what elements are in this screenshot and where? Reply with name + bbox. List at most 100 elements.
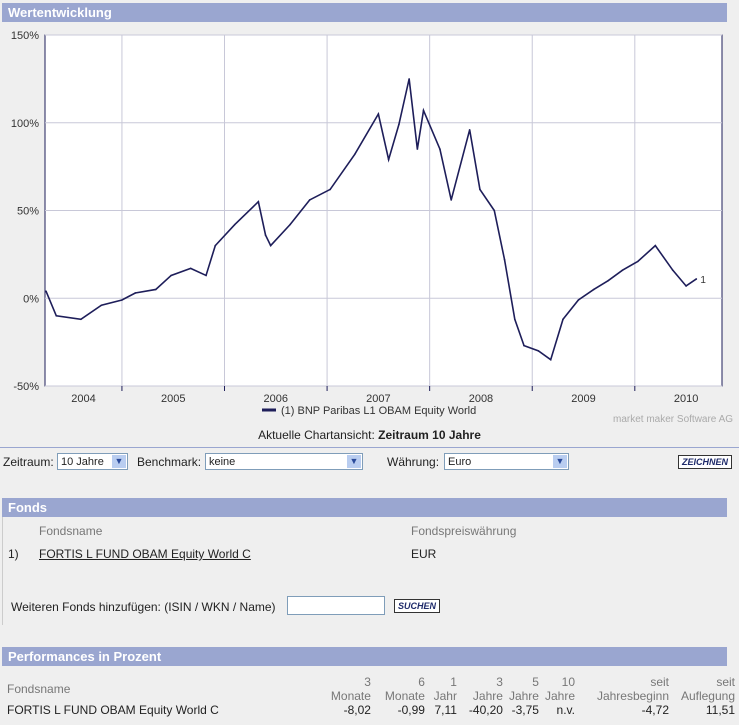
header-text: Jahresbeginn (596, 689, 669, 703)
data-point (121, 299, 123, 301)
data-point (398, 123, 400, 126)
benchmark-select[interactable]: keine ▼ (205, 453, 363, 470)
data-point (537, 350, 540, 352)
header-text: 1 (450, 675, 457, 689)
column-header-currency: Fondspreiswährung (411, 524, 517, 538)
x-tick-label: 2009 (571, 393, 595, 405)
y-tick-label: 50% (17, 206, 39, 218)
data-point (100, 304, 103, 307)
table-row: FORTIS L FUND OBAM Equity World C -8,02 … (4, 703, 738, 717)
x-tick-label: 2004 (71, 393, 95, 405)
cell: -4,72 (641, 703, 669, 717)
data-point (685, 285, 687, 287)
cell: -0,99 (397, 703, 425, 717)
benchmark-value: keine (209, 456, 236, 468)
header-text: 3 (496, 675, 503, 689)
section-title: Performances in Prozent (8, 649, 162, 664)
data-point (695, 278, 698, 280)
chart-section-header: Wertentwicklung (2, 3, 727, 22)
data-point (450, 199, 453, 201)
column-header: 5 Jahre (506, 675, 542, 703)
data-point (134, 292, 137, 294)
data-point (289, 223, 291, 226)
column-header: 3 Monate (318, 675, 374, 703)
header-text: Jahre (544, 689, 575, 703)
data-point (562, 318, 564, 321)
data-point (479, 188, 481, 191)
header-text: Jahr (433, 689, 457, 703)
section-title: Fonds (8, 500, 47, 515)
header-text: 3 (364, 675, 371, 689)
performance-chart: 150% 100% 50% 0% -50% 2004 2005 2006 2007 2008 200… (11, 30, 723, 417)
header-text: Auflegung (680, 689, 735, 703)
column-header: 6 Monate (374, 675, 428, 703)
data-point (45, 290, 47, 293)
y-tick-label: 150% (11, 30, 39, 42)
data-point (353, 153, 356, 156)
data-point (264, 234, 267, 236)
column-header: 10 Jahre (542, 675, 578, 703)
cell: -3,75 (511, 703, 539, 717)
data-point (154, 288, 157, 291)
cell: n.v. (556, 703, 575, 717)
data-point (513, 318, 516, 321)
header-text: Monate (384, 689, 425, 703)
data-point (549, 358, 552, 361)
header-text: 6 (418, 675, 425, 689)
x-tick-label: 2010 (674, 393, 698, 405)
data-point (416, 148, 419, 150)
cell: 7,11 (434, 703, 457, 717)
header-text: seit (650, 675, 669, 689)
search-button[interactable]: SUCHEN (394, 599, 441, 613)
fund-link[interactable]: FORTIS L FUND OBAM Equity World C (39, 547, 251, 561)
data-point (80, 318, 82, 321)
column-header: seit Auflegung (672, 675, 738, 703)
fund-name: FORTIS L FUND OBAM Equity World C (7, 703, 219, 717)
x-tick-label: 2008 (469, 393, 493, 405)
header-text: Monate (330, 689, 371, 703)
data-point (170, 274, 172, 277)
header-text: seit (716, 675, 735, 689)
data-point (214, 244, 217, 247)
waehrung-value: Euro (448, 456, 472, 468)
x-tick-label: 2005 (161, 393, 185, 405)
data-point (308, 199, 311, 201)
data-point (439, 148, 441, 150)
data-point (577, 299, 580, 301)
table-header-row: Fondsname 3 Monate 6 Monate 1 Jahr 3 Jahre 5… (4, 675, 738, 703)
data-point (233, 223, 236, 226)
data-point (269, 244, 272, 247)
current-view-value: Zeitraum 10 Jahre (378, 428, 481, 442)
zeitraum-select[interactable]: 10 Jahre ▼ (57, 453, 128, 470)
waehrung-label: Währung: (387, 455, 440, 469)
data-point (189, 267, 192, 270)
header-text: Jahre (508, 689, 539, 703)
draw-button[interactable]: ZEICHNEN (678, 455, 733, 469)
data-point (493, 209, 496, 212)
column-header: seit Jahresbeginn (578, 675, 672, 703)
fund-currency: EUR (411, 547, 437, 561)
performance-table: Fondsname 3 Monate 6 Monate 1 Jahr 3 Jahre 5… (4, 675, 738, 717)
data-point (205, 274, 207, 277)
waehrung-select[interactable]: Euro ▼ (444, 453, 569, 470)
benchmark-label: Benchmark: (137, 455, 202, 469)
data-point (523, 344, 525, 347)
data-point (607, 279, 609, 282)
current-view: Aktuelle Chartansicht: Zeitraum 10 Jahre (0, 428, 739, 442)
y-tick-label: -50% (13, 381, 39, 393)
data-point (503, 258, 506, 261)
header-text: 5 (532, 675, 539, 689)
row-number: 1) (8, 547, 19, 561)
column-header: 1 Jahr (428, 675, 460, 703)
data-point (422, 109, 425, 112)
x-tick-label: 2007 (366, 393, 390, 405)
chart-credit: market maker Software AG (613, 414, 734, 425)
zeitraum-label: Zeitraum: (3, 455, 54, 469)
header-text: Jahre (472, 689, 503, 703)
performance-section-header: Performances in Prozent (2, 647, 727, 666)
add-fund-input[interactable] (287, 596, 385, 615)
cell: -40,20 (468, 703, 503, 717)
data-point (257, 200, 260, 203)
x-tick-label: 2006 (264, 393, 288, 405)
data-point (621, 269, 624, 271)
